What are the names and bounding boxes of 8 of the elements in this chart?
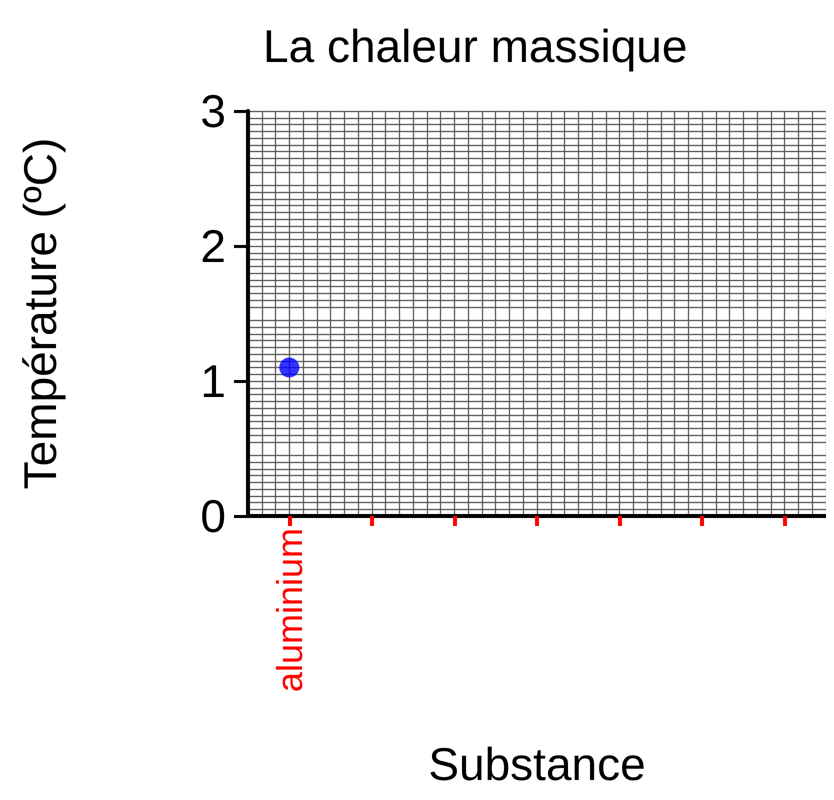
x-axis-title: Substance	[428, 738, 646, 790]
y-axis-title: Température (ºC)	[14, 138, 66, 490]
y-tick-label: 3	[200, 85, 226, 137]
chart-title: La chaleur massique	[263, 20, 688, 72]
y-tick-label: 2	[200, 220, 226, 272]
y-tick-label: 0	[200, 490, 226, 542]
y-tick-label: 1	[200, 355, 226, 407]
x-tick-label: aluminium	[268, 528, 310, 692]
